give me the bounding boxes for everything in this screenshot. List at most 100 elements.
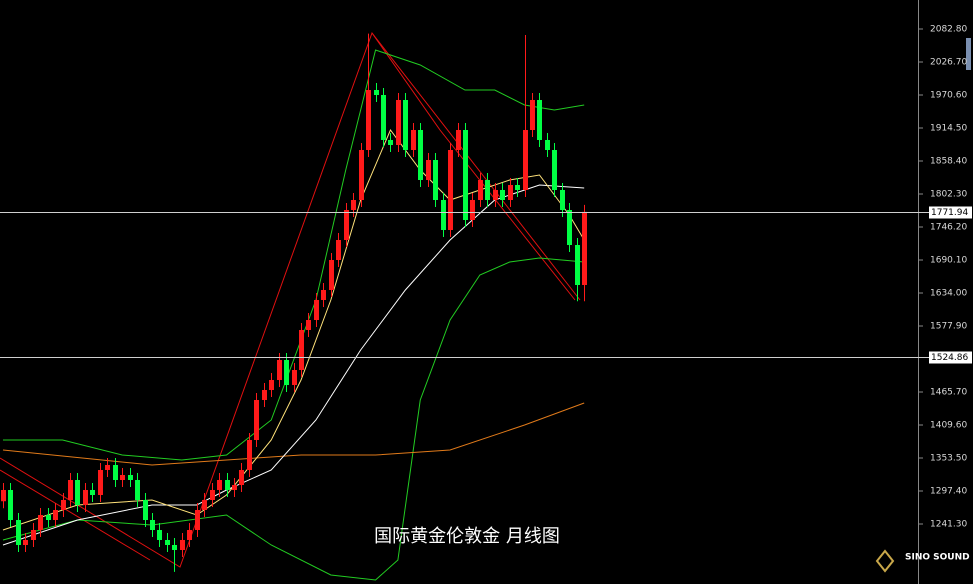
candle-body [195, 510, 200, 530]
y-tick-label: 1690.10 [930, 256, 967, 266]
chart-title: 国际黄金伦敦金 月线图 [374, 526, 560, 547]
candle-body [582, 211, 587, 285]
candle-body [68, 480, 73, 500]
candle-body [284, 360, 289, 385]
trend-line [0, 31, 581, 568]
y-tick-label: 1577.90 [930, 322, 967, 332]
plot-area [1, 33, 587, 581]
candle-body [53, 510, 58, 520]
candle-body [150, 520, 155, 530]
candle-body [187, 530, 192, 540]
scroll-marker [966, 38, 971, 70]
candle-body [493, 190, 498, 200]
candle-body [441, 200, 446, 230]
candle-body [344, 210, 349, 240]
candle-body [292, 370, 297, 385]
candle-body [418, 130, 423, 180]
candle-body [381, 95, 386, 140]
candle-body [157, 530, 162, 540]
y-tick-label: 1914.50 [930, 124, 967, 134]
candle-body [232, 485, 237, 490]
candle-body [456, 130, 461, 150]
candle-body [105, 465, 110, 470]
y-tick-label: 1634.00 [930, 289, 967, 299]
indicator-line [2, 402, 585, 466]
candle-body [329, 260, 334, 290]
y-tick-label: 1802.30 [930, 190, 967, 200]
candle-body [336, 240, 341, 260]
candle-body [202, 500, 207, 510]
candle-body [83, 490, 88, 505]
candle-body [374, 90, 379, 95]
candle-body [31, 530, 36, 540]
candle-body [180, 540, 185, 550]
candle-body [396, 100, 401, 145]
candle-body [321, 290, 326, 300]
y-tick-label: 1746.20 [930, 223, 967, 233]
candle-body [23, 540, 28, 545]
y-tick-label: 1858.40 [930, 157, 967, 167]
logo-icon [875, 549, 895, 573]
candle-body [560, 190, 565, 210]
candle-body [75, 480, 80, 505]
candle-body [225, 480, 230, 490]
price-label-box [929, 206, 972, 219]
candle-body [165, 540, 170, 545]
candle-body [426, 160, 431, 180]
candle-body [135, 480, 140, 500]
candle-body [351, 200, 356, 210]
trend-line [371, 32, 576, 301]
candle-body [143, 500, 148, 520]
candle-body [172, 545, 177, 550]
candle-body [299, 330, 304, 370]
indicator-line [2, 49, 585, 461]
candle-body [1, 490, 6, 502]
brand: SINO SOUND [905, 553, 970, 563]
y-tick-label: 1353.50 [930, 454, 967, 464]
candle-body [46, 515, 51, 520]
candle-body [38, 515, 43, 530]
candle-body [433, 160, 438, 200]
candle-body [269, 380, 274, 390]
candle-body [247, 440, 252, 470]
y-tick-label: 1297.40 [930, 487, 967, 497]
candle-body [515, 185, 520, 190]
trend-line [0, 469, 151, 561]
candle-body [90, 490, 95, 495]
candle-body [314, 300, 319, 320]
candle-body [478, 180, 483, 200]
candle-body [306, 320, 311, 330]
candle-body [359, 150, 364, 200]
candle-body [552, 150, 557, 190]
candle-body [8, 490, 13, 520]
candle-body [239, 470, 244, 485]
candle-body [128, 475, 133, 480]
candle-body [463, 130, 468, 220]
y-tick-label: 2082.80 [930, 25, 967, 35]
candle-body [448, 150, 453, 230]
candle-body [366, 90, 371, 150]
price-label: 1524.86 [931, 353, 968, 363]
candle-body [210, 490, 215, 500]
price-label-box [929, 351, 972, 364]
candle-body [388, 140, 393, 145]
candle-body [530, 100, 535, 130]
candle-body [411, 130, 416, 150]
candle-body [523, 130, 528, 190]
candle-body [508, 185, 513, 200]
candle-body [16, 520, 21, 545]
candle-body [500, 190, 505, 200]
candle-body [485, 180, 490, 200]
candle-body [254, 400, 259, 440]
y-tick-label: 1241.30 [930, 520, 967, 530]
candle-body [567, 210, 572, 245]
y-tick-label: 2026.70 [930, 58, 967, 68]
candle-body [262, 390, 267, 400]
candle-body [403, 100, 408, 150]
candle-body [470, 200, 475, 220]
y-tick-label: 1970.60 [930, 91, 967, 101]
candle-body [545, 140, 550, 150]
